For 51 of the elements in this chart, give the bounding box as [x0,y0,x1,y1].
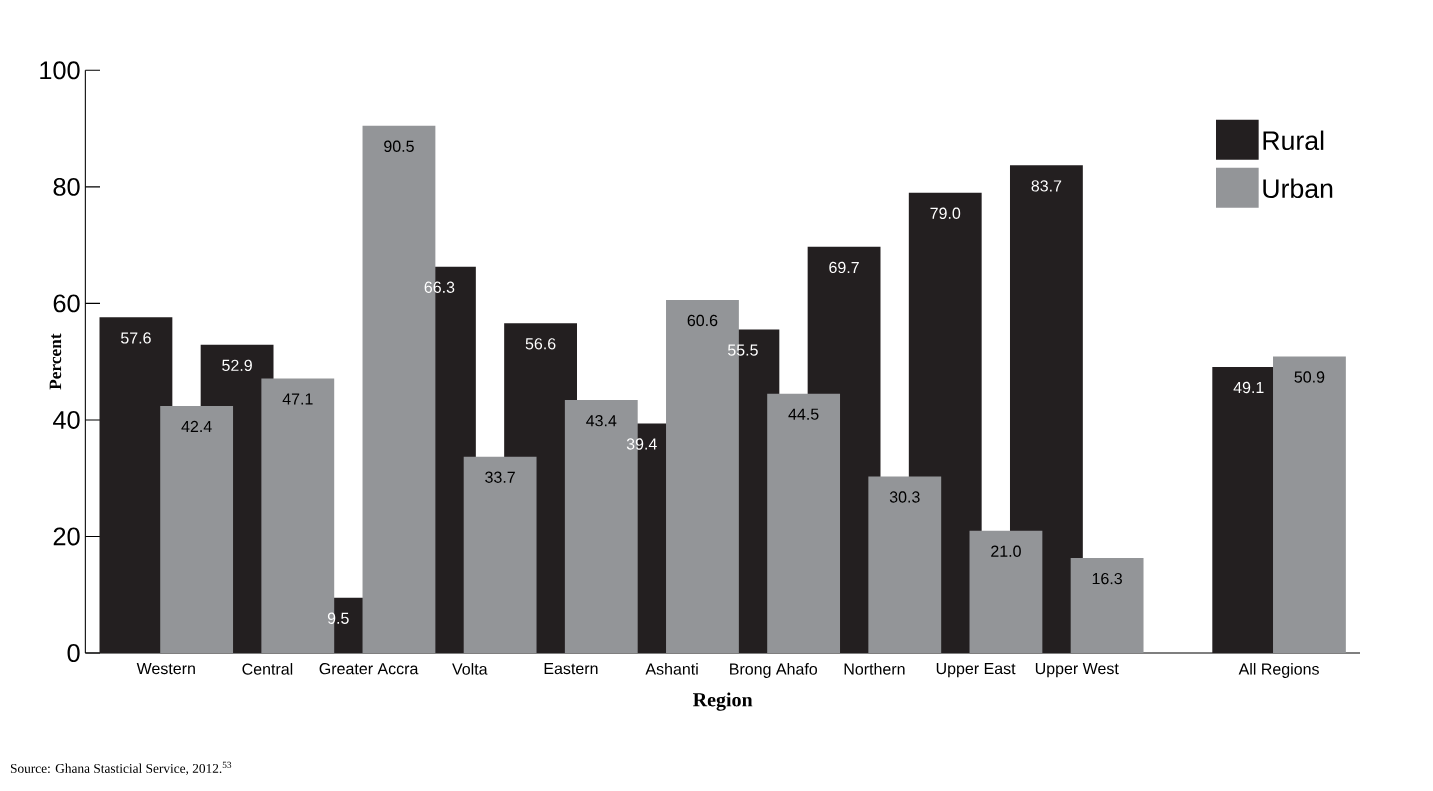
data-label: 39.4 [626,438,657,450]
source-note: Source: Ghana Stasticial Service, 2012.$^{53}$ [10,761,232,775]
x-tick-label: Northern [844,663,905,675]
x-axis-title: Region [693,692,753,711]
x-tick-label: Upper West [1035,663,1119,678]
bar [767,393,841,653]
data-label: 60.6 [687,314,718,327]
data-label: 55.5 [727,344,758,356]
y-tick-label: 0 [67,644,80,662]
data-label: 52.9 [222,359,252,372]
x-tick-label: All Regions [1238,663,1319,678]
x-tick-label: Ashanti [645,663,698,675]
data-label: 33.7 [485,471,515,483]
data-label: 47.1 [282,393,313,405]
data-label: 57.6 [121,332,151,344]
data-label: 56.6 [525,338,556,350]
data-label: 42.4 [181,420,212,433]
x-tick-label: Greater Accra [319,663,419,675]
x-tick-label: Eastern [544,663,598,675]
data-label: 21.0 [991,545,1021,557]
bar [1273,356,1346,653]
x-tick-label: Western [136,663,195,675]
y-tick-label: 60 [53,294,80,313]
data-label: 30.3 [889,491,920,503]
data-label: 44.5 [788,408,819,420]
data-label: 49.1 [1233,381,1264,394]
data-label: 66.3 [424,281,455,293]
x-tick-label: Volta [452,663,488,675]
bar [868,476,942,653]
y-tick-label: 40 [53,410,80,429]
x-tick-label: Upper East [936,663,1016,678]
y-tick-label: 100 [40,61,80,80]
data-label: 83.7 [1031,180,1062,192]
data-label: 79.0 [930,207,961,219]
x-tick-label: Central [242,663,293,675]
data-label: 16.3 [1092,572,1122,585]
y-axis-title: Percent [49,333,62,390]
bar [1070,558,1144,653]
bar [969,530,1043,653]
legend-label: Rural [1263,130,1324,151]
data-label: 50.9 [1294,371,1325,383]
bar [160,405,234,653]
y-tick-label: 20 [53,527,80,546]
data-label: 43.4 [586,415,617,427]
legend-label: Urban [1263,178,1333,199]
y-tick-label: 80 [53,177,80,196]
data-label: 9.5 [327,612,349,624]
bar [463,456,537,653]
data-label: 69.7 [829,261,859,274]
data-label: 90.5 [384,140,414,152]
x-tick-label: Brong Ahafo [730,663,818,678]
